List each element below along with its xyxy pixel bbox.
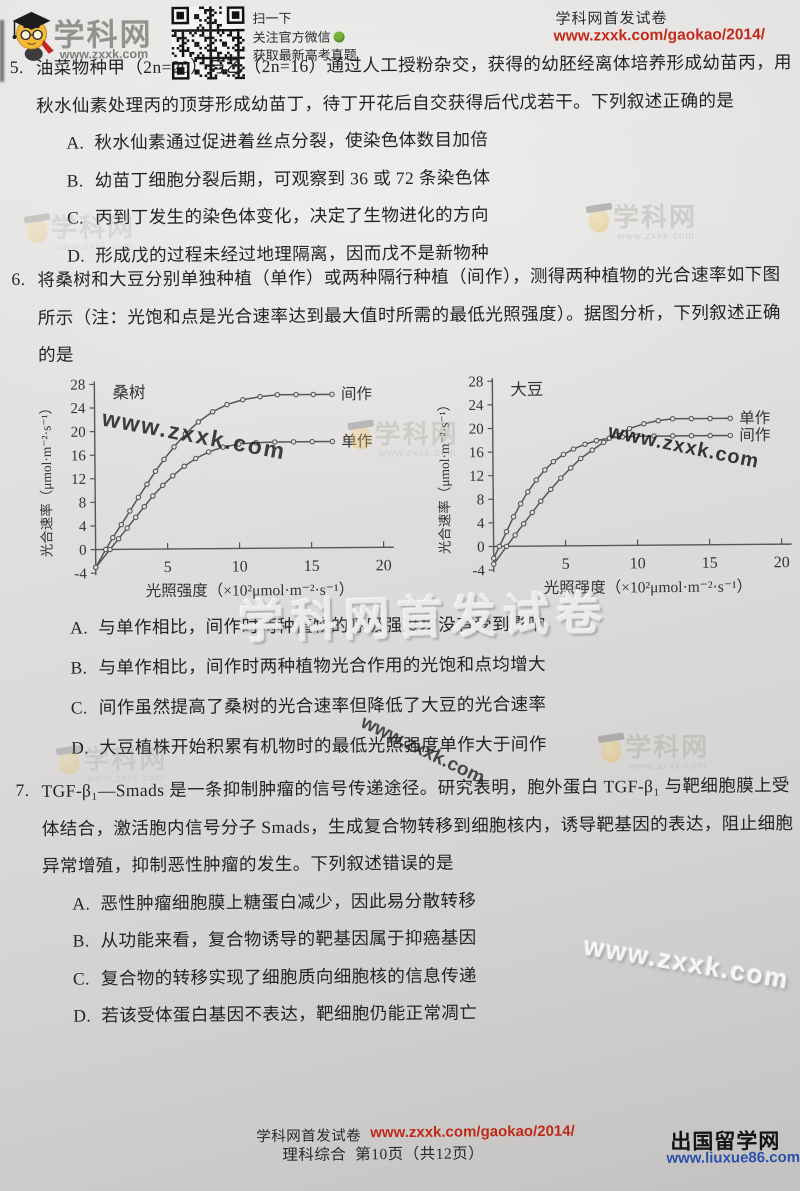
svg-text:单作: 单作 <box>739 409 770 427</box>
scan-edge-artifact <box>0 20 4 82</box>
zxxk-logo: 学科网 www.zxxk.com <box>12 11 153 62</box>
logo-site-url: www.zxxk.com <box>59 47 149 62</box>
logo-site-name: 学科网 <box>53 17 152 53</box>
question-number: 7. <box>15 779 30 801</box>
soybean-chart: -4 0 4 8 12 16 20 24 28 5 10 15 20 单作 间作 大豆光照强度（×10²μmo… <box>432 369 800 606</box>
svg-text:大豆: 大豆 <box>510 380 543 399</box>
svg-text:桑树: 桑树 <box>112 383 145 402</box>
question-stem-line: TGF-β₁—Smads 是一条抑制肿瘤的信号传递途径。研究表明，胞外蛋白 TG… <box>41 774 790 801</box>
wechat-icon <box>333 30 345 43</box>
partner-site-url: www.liuxue86.com <box>666 1148 800 1167</box>
svg-text:20: 20 <box>469 422 484 438</box>
svg-text:20: 20 <box>376 557 392 574</box>
red-pen-icon <box>41 39 54 54</box>
svg-text:12: 12 <box>71 472 86 488</box>
header-issue-title: 学科网首发试卷 <box>555 10 668 28</box>
svg-text:20: 20 <box>71 425 86 441</box>
svg-text:28: 28 <box>468 374 483 390</box>
svg-text:8: 8 <box>79 495 87 511</box>
graduation-cap-icon <box>12 11 51 30</box>
qr-caption-line: 关注官方微信 <box>253 28 357 47</box>
question-stem-line: 异常增殖，抑制恶性肿瘤的发生。下列叙述错误的是 <box>42 852 454 876</box>
svg-text:4: 4 <box>477 516 485 532</box>
option-row: D. 大豆植株开始积累有机物时的最低光照强度单作大于间作 <box>71 733 547 758</box>
footer-page-info: 理科综合 第10页（共12页） <box>282 1145 485 1164</box>
svg-text:10: 10 <box>232 558 248 575</box>
svg-text:24: 24 <box>70 401 86 417</box>
question-stem-line: 油菜物种甲（2n=20）与乙（2n=16）通过人工授粉杂交，获得的幼胚经离体培养… <box>35 51 792 78</box>
glasses-icon <box>20 29 31 41</box>
mulberry-chart: -4 0 4 8 12 16 20 24 28 5 10 15 20 间作单作 桑树光照强度（×10²μmo… <box>34 372 416 609</box>
svg-text:-4: -4 <box>74 566 87 582</box>
svg-text:光合速率（μmol·m⁻²·s⁻¹）: 光合速率（μmol·m⁻²·s⁻¹） <box>37 401 54 557</box>
option-row: A. 恶性肿瘤细胞膜上糖蛋白减少，因此易分散转移 <box>72 889 477 914</box>
question-6-options: A. 与单作相比，间作时两种植物的呼吸强度均没有受到影响 B. 与单作相比，间作时两… <box>14 611 787 777</box>
svg-text:光照强度（×10²μmol·m⁻²·s⁻¹）: 光照强度（×10²μmol·m⁻²·s⁻¹） <box>146 581 355 601</box>
logo-body <box>24 46 43 61</box>
question-stem-line: 将桑树和大豆分别单独种植（单作）或两种隔行种植（间作），测得两种植物的光合速率如… <box>37 264 781 290</box>
svg-text:15: 15 <box>702 555 718 572</box>
option-row: C. 复合物的转移实现了细胞质向细胞核的信息传递 <box>72 964 477 989</box>
option-row: D. 若该受体蛋白基因不表达，靶细胞仍能正常凋亡 <box>73 1002 478 1026</box>
svg-text:光合速率（μmol·m⁻²·s⁻¹）: 光合速率（μmol·m⁻²·s⁻¹） <box>435 398 452 554</box>
svg-text:0: 0 <box>477 540 485 556</box>
option-row: B. 幼苗丁细胞分裂后期，可观察到 36 或 72 条染色体 <box>66 166 491 191</box>
question-stem-line: 体结合，激活胞内信号分子 Smads，生成复合物转移到细胞核内，诱导靶基因的表达… <box>41 812 794 839</box>
svg-text:12: 12 <box>469 469 484 485</box>
qr-caption-line: 扫一下 <box>252 10 292 27</box>
svg-text:光照强度（×10²μmol·m⁻²·s⁻¹）: 光照强度（×10²μmol·m⁻²·s⁻¹） <box>544 577 753 597</box>
svg-text:20: 20 <box>774 554 790 571</box>
svg-text:间作: 间作 <box>739 426 770 444</box>
question-stem-line: 秋水仙素处理丙的顶芽形成幼苗丁，待丁开花后自交获得后代戊若干。下列叙述正确的是 <box>36 89 735 116</box>
svg-text:单作: 单作 <box>341 432 372 450</box>
question-6: 6. 将桑树和大豆分别单独种植（单作）或两种隔行种植（间作），测得两种植物的光合… <box>11 263 784 382</box>
header-issue-url: www.zxxk.com/gaokao/2014/ <box>553 26 766 45</box>
svg-text:16: 16 <box>469 445 485 461</box>
svg-text:10: 10 <box>630 555 646 572</box>
svg-text:0: 0 <box>79 543 87 559</box>
svg-text:4: 4 <box>79 519 87 535</box>
option-row: C. 间作虽然提高了桑树的光合速率但降低了大豆的光合速率 <box>70 693 547 718</box>
option-row: B. 与单作相比，间作时两种植物光合作用的光饱和点均增大 <box>70 653 547 678</box>
option-row: A. 秋水仙素通过促进着丝点分裂，使染色体数目加倍 <box>66 129 489 153</box>
option-row: B. 从功能来看，复合物诱导的靶基因属于抑癌基因 <box>72 927 477 951</box>
qr-code <box>171 6 245 80</box>
question-stem-line: 所示（注：光饱和点是光合速率达到最大值时所需的最低光照强度）。据图分析，下列叙述… <box>37 301 781 328</box>
option-row: A. 与单作相比，间作时两种植物的呼吸强度均没有受到影响 <box>70 613 546 638</box>
svg-text:28: 28 <box>70 377 85 393</box>
svg-text:24: 24 <box>468 398 484 414</box>
svg-text:8: 8 <box>477 492 485 508</box>
svg-text:-4: -4 <box>472 563 485 579</box>
question-7: 7. TGF-β₁—Smads 是一条抑制肿瘤的信号传递途径。研究表明，胞外蛋白… <box>15 774 793 1043</box>
svg-text:16: 16 <box>71 448 87 464</box>
svg-text:5: 5 <box>562 556 570 573</box>
question-5: 5. 油菜物种甲（2n=20）与乙（2n=16）通过人工授粉杂交，获得的幼胚经离… <box>9 51 792 282</box>
svg-text:15: 15 <box>304 558 320 575</box>
option-row: C. 丙到丁发生的染色体变化，决定了生物进化的方向 <box>66 204 489 228</box>
question-number: 5. <box>9 56 24 78</box>
svg-text:间作: 间作 <box>341 385 372 403</box>
footer-issue-url: www.zxxk.com/gaokao/2014/ <box>370 1122 575 1142</box>
question-number: 6. <box>11 268 26 290</box>
svg-text:5: 5 <box>164 559 172 576</box>
